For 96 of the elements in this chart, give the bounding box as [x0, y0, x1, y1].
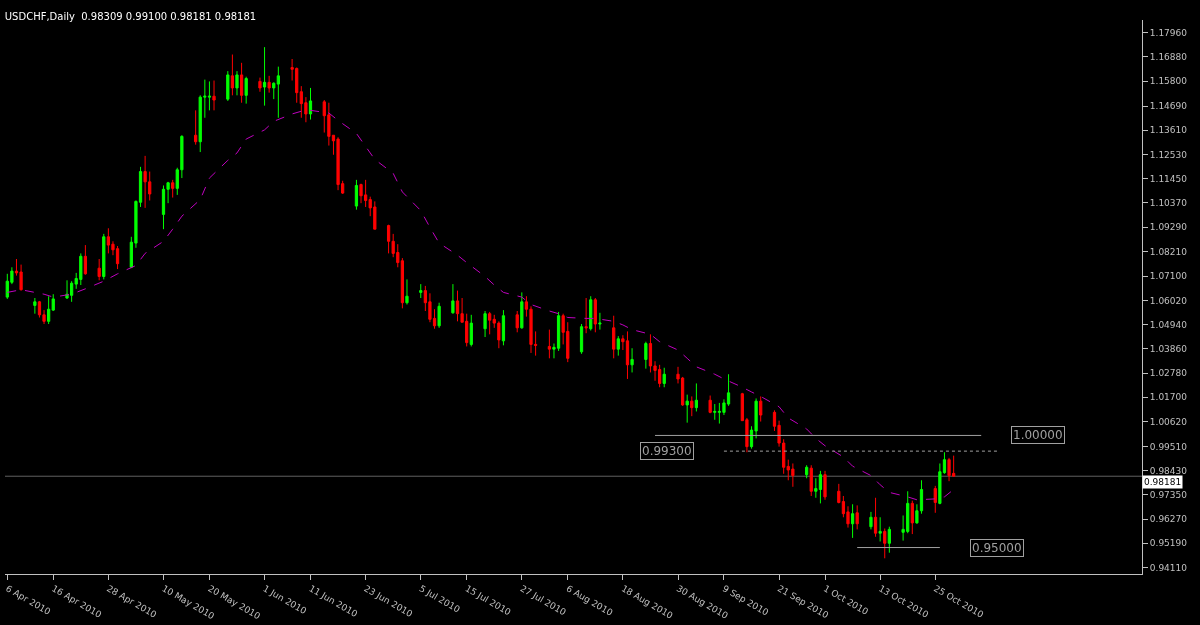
candlestick	[547, 329, 552, 359]
y-tick-label: 0.98430	[1149, 465, 1188, 476]
chart-title: USDCHF,Daily 0.98309 0.99100 0.98181 0.98181	[4, 10, 257, 22]
candlestick	[437, 302, 441, 329]
candlestick	[933, 485, 937, 514]
candlestick	[713, 403, 717, 421]
y-tick-label: 1.00620	[1149, 416, 1188, 427]
candlestick	[520, 291, 524, 330]
candlestick	[805, 464, 809, 479]
y-tick-label: 1.06020	[1149, 295, 1188, 306]
candlestick	[419, 283, 423, 299]
y-tick-label: 0.97350	[1149, 490, 1188, 501]
candlestick	[258, 77, 262, 93]
candlestick	[873, 497, 878, 538]
candlestick	[102, 233, 106, 280]
candlestick	[662, 367, 666, 388]
candlestick	[226, 70, 230, 102]
candlestick	[161, 184, 166, 230]
candlestick	[694, 382, 699, 412]
y-tick-label: 0.99510	[1149, 441, 1188, 452]
y-tick-label: 1.15800	[1149, 76, 1188, 87]
y-tick-label: 0.96270	[1149, 514, 1188, 525]
candlestick	[483, 310, 487, 338]
y-tick-label: 0.95190	[1149, 538, 1188, 549]
candlestick	[194, 109, 198, 146]
candlestick	[869, 511, 873, 530]
candlestick	[690, 395, 694, 417]
candlestick	[143, 155, 147, 209]
candlestick	[386, 224, 391, 254]
annotation: 1.00000	[1013, 428, 1063, 442]
candlestick	[276, 66, 280, 119]
candlestick	[235, 70, 239, 96]
y-tick-label: 1.12530	[1149, 149, 1188, 160]
candlestick	[598, 312, 602, 331]
candlestick	[488, 311, 492, 335]
y-tick-label: 1.17960	[1149, 27, 1188, 38]
y-tick-label: 1.11450	[1149, 173, 1188, 184]
y-tick-label: 1.03860	[1149, 344, 1188, 355]
annotation: 0.95000	[972, 541, 1022, 555]
y-tick-label: 1.09290	[1149, 222, 1188, 233]
candlestick	[708, 395, 712, 414]
candlestick	[644, 341, 648, 370]
candlestick	[359, 183, 363, 204]
candlestick	[616, 335, 620, 357]
candlestick	[850, 503, 855, 539]
y-tick-label: 0.94110	[1149, 562, 1188, 573]
candlestick	[579, 323, 584, 355]
candlestick	[823, 470, 827, 501]
candlestick	[230, 54, 235, 96]
ref-line-label: 0.98181	[1144, 477, 1182, 487]
y-tick-label: 1.08210	[1149, 246, 1188, 257]
candlestick	[947, 457, 951, 482]
candlestick	[262, 46, 267, 107]
candlestick	[308, 87, 313, 121]
candlestick	[469, 314, 473, 347]
candlestick	[593, 297, 597, 333]
candlestick	[818, 470, 823, 504]
candlestick	[584, 297, 588, 334]
candlestick	[451, 283, 455, 315]
candlestick	[354, 179, 359, 211]
y-tick-label: 1.04940	[1149, 319, 1188, 330]
annotation: 0.99300	[642, 444, 692, 458]
candlestick	[887, 526, 891, 554]
y-tick-label: 1.10370	[1149, 198, 1188, 209]
candlestick	[515, 310, 519, 333]
candlestick	[685, 394, 689, 424]
y-tick-label: 1.07100	[1149, 271, 1188, 282]
candlestick	[115, 245, 120, 270]
candlestick	[405, 278, 409, 306]
y-tick-label: 1.14690	[1149, 101, 1188, 112]
candlestick	[33, 297, 37, 315]
candlestick	[267, 75, 271, 94]
candlestick	[589, 295, 593, 332]
y-tick-label: 1.16880	[1149, 52, 1188, 63]
candlestick	[47, 295, 51, 325]
candlestick	[910, 500, 914, 535]
candlestick	[239, 62, 244, 104]
y-tick-label: 1.13610	[1149, 125, 1188, 136]
candlestick	[883, 527, 887, 559]
candlestick	[244, 76, 248, 105]
candlestick	[630, 347, 634, 373]
candlestick	[171, 179, 175, 199]
candlestick	[612, 315, 616, 359]
candlestick	[501, 309, 506, 346]
candlestick	[625, 330, 630, 380]
candlestick	[809, 464, 813, 497]
candlestick	[83, 244, 88, 276]
candlestick	[855, 504, 859, 530]
y-tick-label: 1.01700	[1149, 392, 1188, 403]
candlestick	[878, 516, 882, 542]
candlestick	[97, 258, 101, 281]
candlestick	[759, 395, 763, 423]
candlestick	[212, 80, 216, 111]
y-tick-label: 1.02780	[1149, 368, 1188, 379]
candlestick	[336, 136, 340, 191]
candlestick	[455, 290, 460, 322]
